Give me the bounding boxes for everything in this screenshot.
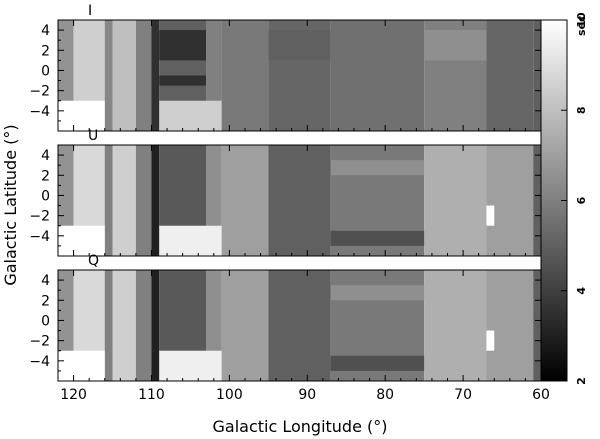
heatmap-column: [533, 270, 541, 381]
heatmap-column: [268, 145, 331, 256]
x-tick-label: 100: [216, 387, 243, 403]
heatmap-column: [135, 270, 152, 381]
heatmap-cell: [486, 205, 495, 226]
heatmap-cells: [58, 145, 541, 256]
heatmap-column: [486, 145, 534, 256]
y-tick-label: −2: [29, 84, 50, 100]
colorbar-tick-label: 8: [575, 106, 588, 114]
x-tick-label: 70: [454, 387, 472, 403]
heatmap-column: [486, 20, 534, 131]
heatmap-column: [104, 270, 113, 381]
heatmap-column: [533, 20, 541, 131]
heatmap-column: [221, 145, 269, 256]
heatmap-column: [135, 20, 152, 131]
heatmap-column: [151, 270, 160, 381]
heatmap-cell: [486, 330, 495, 351]
heatmap-column: [112, 20, 136, 131]
y-tick-label: 2: [41, 168, 50, 184]
heatmap-cell: [330, 230, 425, 246]
colorbar-tick-label: 10: [575, 12, 588, 28]
panel-label: U: [88, 128, 98, 144]
heatmap-column: [424, 270, 487, 381]
y-tick-label: 0: [41, 63, 50, 79]
heatmap-column: [268, 270, 331, 381]
heatmap-column: [104, 20, 113, 131]
panel-u: 4 2 0 −2 −4 U: [29, 128, 542, 257]
y-tick-label: −4: [29, 354, 50, 370]
heatmap-cell: [159, 75, 207, 86]
x-axis-title: Galactic Longitude (°): [213, 417, 388, 436]
heatmap-column: [486, 270, 534, 381]
y-tick-label: 0: [41, 313, 50, 329]
colorbar-tick-label: 6: [575, 196, 588, 204]
heatmap-cell: [424, 30, 487, 61]
panel-q: 4 2 0 −2 −4 Q: [29, 253, 542, 382]
x-tick-label: 80: [376, 387, 394, 403]
heatmap-panels: 4 2 0 −2 −4 I 4 2 0 −2 −4 U 4 2 0 −2 −4 Q 120 110 100 90 80 70 6…: [29, 3, 550, 403]
x-tick-label: 90: [298, 387, 316, 403]
y-tick-label: 2: [41, 43, 50, 59]
heatmap-cells: [58, 20, 541, 131]
heatmap-cell: [58, 225, 105, 256]
colorbar-tick-label: 4: [575, 287, 588, 295]
heatmap-cell: [330, 285, 425, 301]
heatmap-column: [112, 270, 136, 381]
y-tick-label: −2: [29, 334, 50, 350]
y-tick-label: −4: [29, 104, 50, 120]
x-tick-label: 120: [60, 387, 87, 403]
x-tick-label: 60: [532, 387, 550, 403]
y-tick-label: 2: [41, 293, 50, 309]
y-tick-label: 4: [41, 273, 50, 289]
heatmap-column: [151, 145, 160, 256]
y-axis-title: Galactic Latitude (°): [1, 124, 20, 285]
heatmap-cells: [58, 270, 541, 381]
heatmap-column: [533, 145, 541, 256]
heatmap-cell: [330, 355, 425, 371]
heatmap-column: [104, 145, 113, 256]
panel-label: I: [88, 3, 92, 19]
heatmap-cell: [159, 30, 207, 61]
y-tick-label: 4: [41, 23, 50, 39]
heatmap-cell: [159, 225, 222, 256]
heatmap-cell: [58, 100, 105, 131]
heatmap-column: [221, 270, 269, 381]
panel-i: 4 2 0 −2 −4 I: [29, 3, 542, 132]
heatmap-cell: [268, 30, 331, 61]
y-tick-label: 0: [41, 188, 50, 204]
colorbar: 2 4 6 8 10 sec: [540, 12, 588, 385]
colorbar-tick-label: 2: [575, 377, 588, 385]
panel-label: Q: [88, 253, 99, 269]
y-tick-label: −2: [29, 209, 50, 225]
y-tick-label: −4: [29, 229, 50, 245]
heatmap-column: [424, 145, 487, 256]
heatmap-column: [221, 20, 269, 131]
heatmap-cell: [330, 160, 425, 176]
colorbar-ticks: 2 4 6 8 10: [561, 12, 588, 385]
heatmap-column: [135, 145, 152, 256]
heatmap-column: [112, 145, 136, 256]
x-tick-label: 110: [138, 387, 165, 403]
heatmap-cell: [58, 350, 105, 381]
y-tick-label: 4: [41, 148, 50, 164]
heatmap-column: [151, 20, 160, 131]
heatmap-cell: [159, 350, 222, 381]
colorbar-unit: sec: [575, 15, 588, 36]
heatmap-column: [330, 20, 425, 131]
heatmap-cell: [159, 100, 222, 131]
